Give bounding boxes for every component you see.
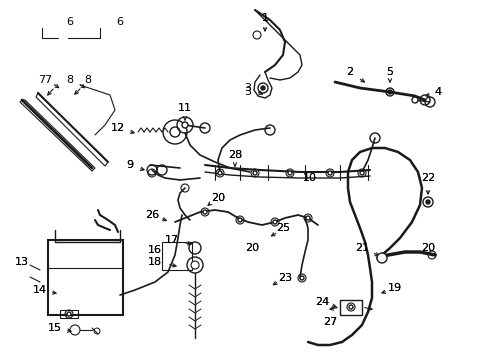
Circle shape bbox=[67, 312, 71, 316]
Text: 25: 25 bbox=[275, 223, 289, 233]
Text: 22: 22 bbox=[420, 173, 434, 183]
Text: 15: 15 bbox=[48, 323, 62, 333]
Text: 19: 19 bbox=[387, 283, 401, 293]
Circle shape bbox=[387, 90, 391, 94]
Text: 28: 28 bbox=[227, 150, 242, 160]
Text: 27: 27 bbox=[322, 317, 336, 327]
Text: 2: 2 bbox=[346, 67, 353, 77]
Text: 24: 24 bbox=[314, 297, 328, 307]
Text: 3: 3 bbox=[244, 83, 251, 93]
Text: 1: 1 bbox=[261, 13, 268, 23]
Text: 16: 16 bbox=[148, 245, 162, 255]
Text: 17: 17 bbox=[164, 235, 179, 245]
Circle shape bbox=[191, 261, 199, 269]
Circle shape bbox=[287, 171, 291, 175]
Text: 27: 27 bbox=[322, 317, 336, 327]
Text: 20: 20 bbox=[244, 243, 259, 253]
Text: 20: 20 bbox=[244, 243, 259, 253]
Circle shape bbox=[218, 171, 222, 175]
Text: 9: 9 bbox=[126, 160, 133, 170]
Text: 23: 23 bbox=[277, 273, 291, 283]
Circle shape bbox=[348, 305, 352, 309]
Text: 12: 12 bbox=[111, 123, 125, 133]
Circle shape bbox=[359, 171, 363, 175]
Text: 25: 25 bbox=[275, 223, 289, 233]
Circle shape bbox=[299, 276, 304, 280]
Text: 22: 22 bbox=[420, 173, 434, 183]
Text: 17: 17 bbox=[164, 235, 179, 245]
Bar bbox=[60, 310, 78, 318]
Text: 8: 8 bbox=[66, 75, 73, 85]
Circle shape bbox=[252, 171, 257, 175]
Text: 26: 26 bbox=[144, 210, 159, 220]
Bar bbox=[162, 242, 192, 270]
Text: 20: 20 bbox=[210, 193, 224, 203]
Text: 20: 20 bbox=[210, 193, 224, 203]
Text: 1: 1 bbox=[261, 13, 268, 23]
Text: 15: 15 bbox=[48, 323, 62, 333]
Text: 19: 19 bbox=[387, 283, 401, 293]
Bar bbox=[48, 240, 123, 315]
Text: 21: 21 bbox=[354, 243, 368, 253]
Text: 6: 6 bbox=[116, 17, 123, 27]
Text: 10: 10 bbox=[303, 173, 316, 183]
Text: 8: 8 bbox=[84, 75, 91, 85]
Text: 14: 14 bbox=[33, 285, 47, 295]
Circle shape bbox=[203, 210, 206, 214]
Circle shape bbox=[411, 97, 417, 103]
Text: 4: 4 bbox=[433, 87, 441, 97]
Text: 13: 13 bbox=[15, 257, 29, 267]
Text: 11: 11 bbox=[178, 103, 192, 113]
Text: 2: 2 bbox=[346, 67, 353, 77]
Circle shape bbox=[238, 218, 242, 222]
Text: 24: 24 bbox=[314, 297, 328, 307]
Text: 9: 9 bbox=[126, 160, 133, 170]
Text: 12: 12 bbox=[111, 123, 125, 133]
Circle shape bbox=[182, 122, 187, 128]
Text: 6: 6 bbox=[66, 17, 73, 27]
Text: 18: 18 bbox=[148, 257, 162, 267]
Circle shape bbox=[272, 220, 276, 224]
Bar bbox=[339, 300, 361, 315]
Circle shape bbox=[305, 216, 309, 220]
Text: 16: 16 bbox=[148, 245, 162, 255]
Text: 5: 5 bbox=[386, 67, 393, 77]
Text: 23: 23 bbox=[277, 273, 291, 283]
Text: 7: 7 bbox=[39, 75, 45, 85]
Circle shape bbox=[261, 86, 264, 90]
Text: 3: 3 bbox=[244, 87, 251, 97]
Circle shape bbox=[170, 127, 180, 137]
Text: 20: 20 bbox=[420, 243, 434, 253]
Text: 18: 18 bbox=[148, 257, 162, 267]
Text: 20: 20 bbox=[420, 243, 434, 253]
Text: 26: 26 bbox=[144, 210, 159, 220]
Text: 4: 4 bbox=[433, 87, 441, 97]
Text: 21: 21 bbox=[354, 243, 368, 253]
Text: 28: 28 bbox=[227, 150, 242, 160]
Text: 11: 11 bbox=[178, 103, 192, 113]
Text: 5: 5 bbox=[386, 67, 393, 77]
Text: 10: 10 bbox=[303, 173, 316, 183]
Circle shape bbox=[327, 171, 331, 175]
Text: 7: 7 bbox=[44, 75, 51, 85]
Circle shape bbox=[425, 200, 429, 204]
Text: 14: 14 bbox=[33, 285, 47, 295]
Text: 13: 13 bbox=[15, 257, 29, 267]
Circle shape bbox=[376, 253, 386, 263]
